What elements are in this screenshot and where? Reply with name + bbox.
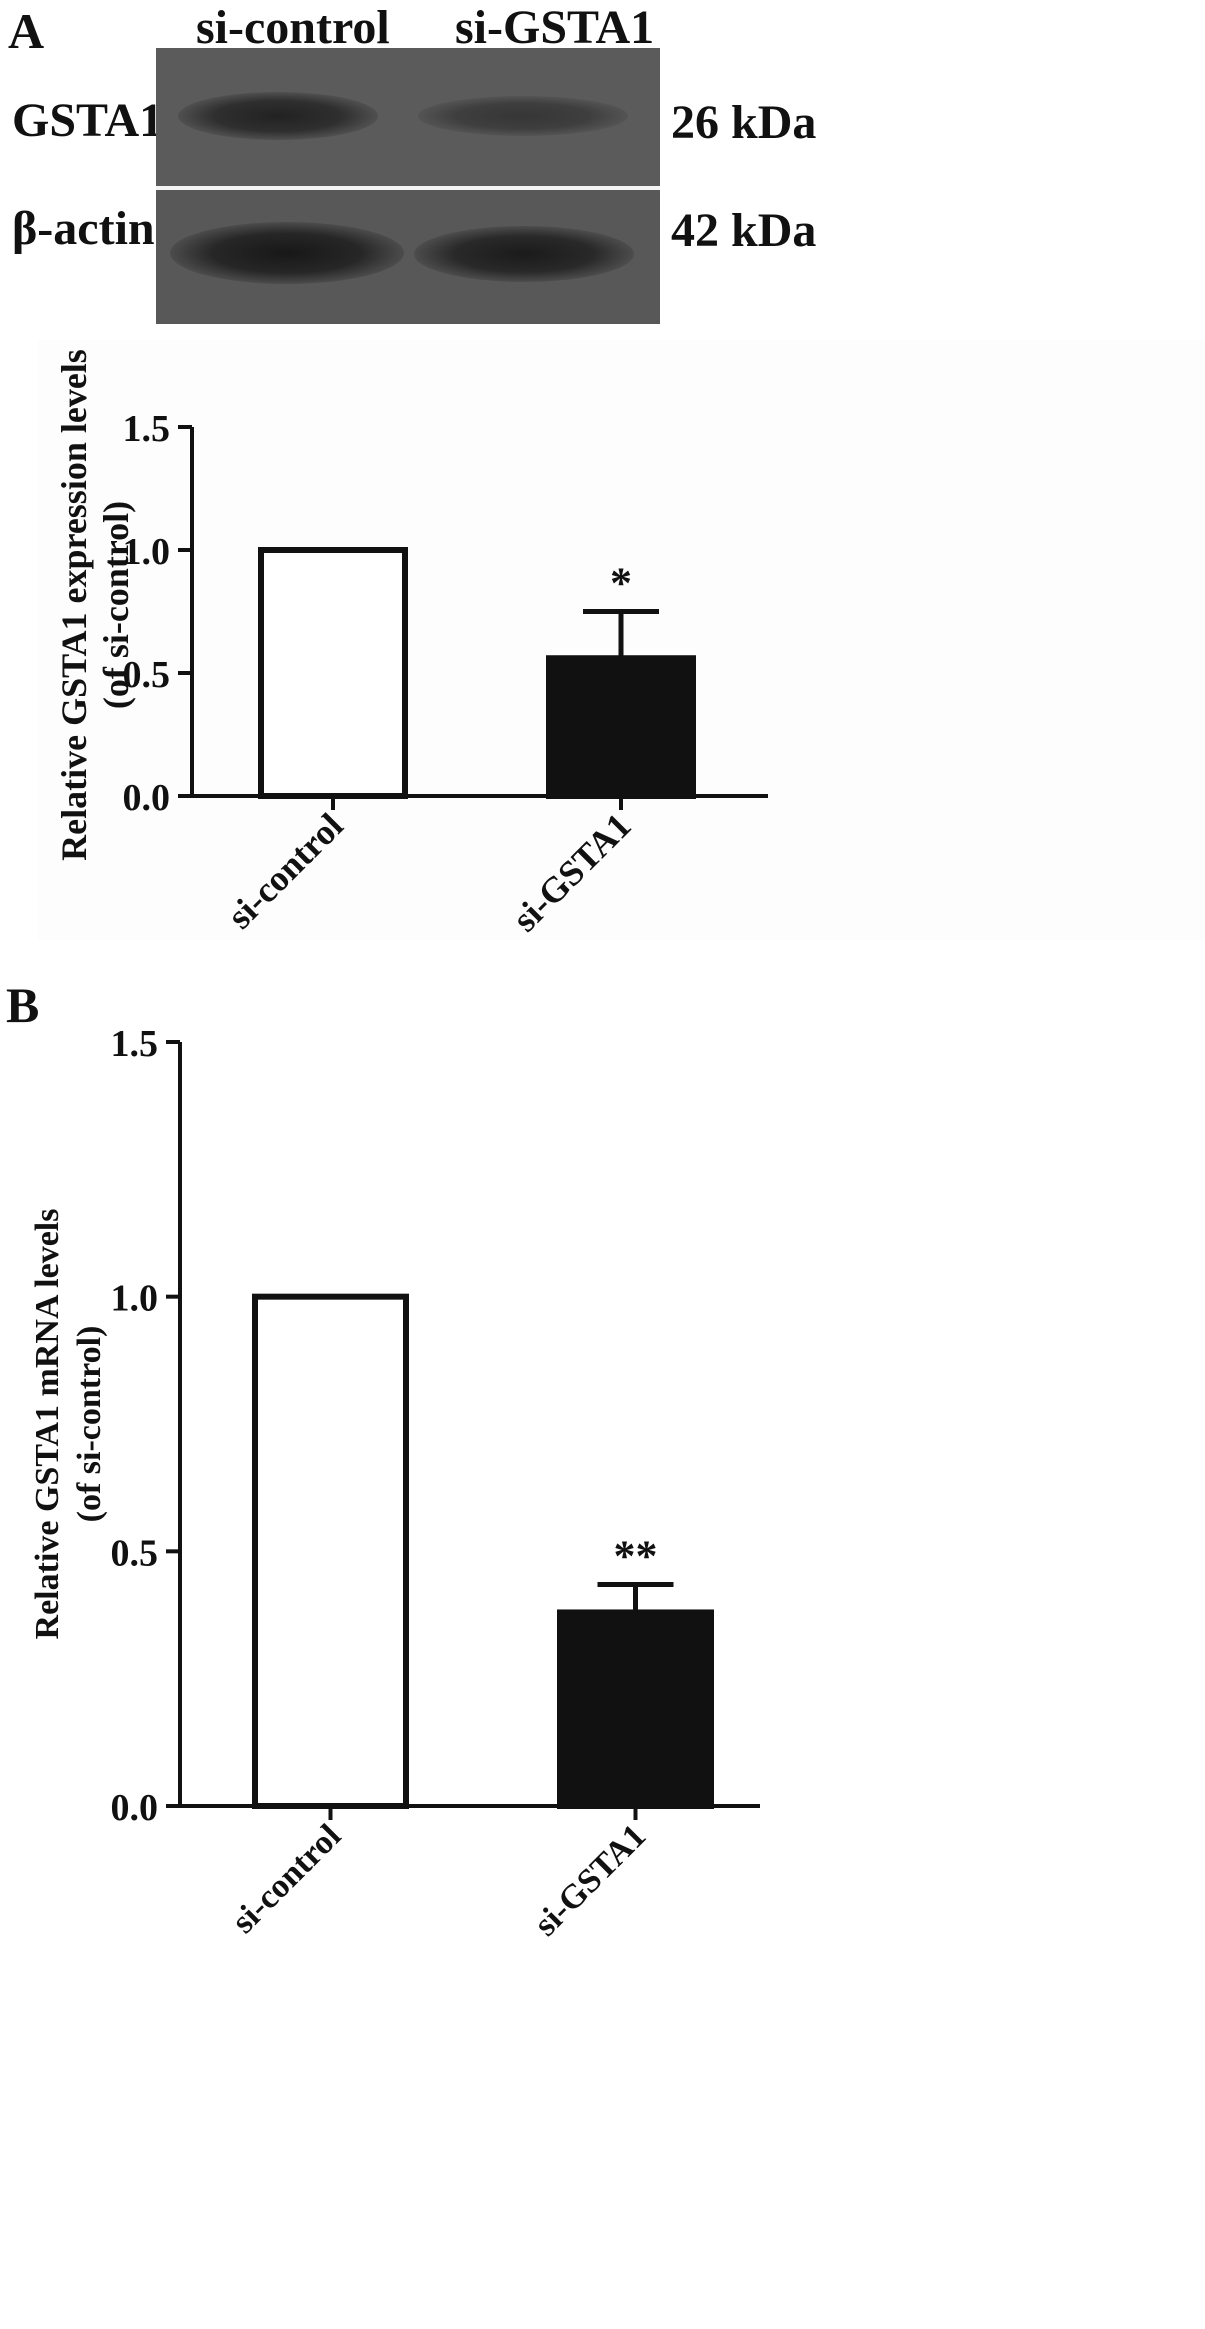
band-gsta1-si-control	[178, 92, 378, 140]
chart-a-ytick-label: 1.5	[123, 408, 171, 450]
chart-b-category-label: si-control	[225, 1817, 348, 1940]
chart-b: 0.0 0.5 1.0 1.5 si-control ** si-GSTA1 Relative…	[29, 1023, 760, 1943]
blot-lane-label-si-control: si-control	[196, 1, 390, 54]
blot-size-label-42kda: 42 kDa	[671, 204, 817, 257]
chart-a: 0.0 0.5 1.0 1.5 si-control * si-GSTA1 Relative …	[54, 349, 768, 939]
blot-row-label-gsta1: GSTA1	[12, 94, 164, 147]
blot-size-label-26kda: 26 kDa	[671, 96, 817, 149]
chart-a-category-label: si-GSTA1	[505, 805, 639, 939]
chart-a-bar-si-control	[258, 547, 408, 799]
blot-divider	[156, 186, 660, 190]
chart-a-ytick-label: 0.0	[123, 777, 171, 819]
chart-b-significance-marker: **	[614, 1531, 658, 1580]
chart-a-significance-marker: *	[610, 559, 632, 608]
chart-b-ytick-label: 0.5	[111, 1532, 159, 1574]
band-actin-si-control	[170, 222, 404, 284]
blot-image-gsta1	[156, 48, 660, 186]
chart-b-ytick-label: 1.5	[111, 1023, 159, 1065]
panel-a-letter: A	[8, 3, 45, 59]
chart-a-ylabel-line2: (of si-control)	[96, 501, 136, 709]
chart-b-bar-si-gsta1	[557, 1609, 714, 1809]
band-gsta1-si-gsta1	[418, 96, 628, 136]
chart-b-category-label: si-GSTA1	[527, 1817, 653, 1943]
chart-a-category-label: si-control	[220, 805, 351, 936]
chart-a-ytick-label: 1.0	[123, 531, 171, 573]
chart-b-ylabel-line1: Relative GSTA1 mRNA levels	[29, 1209, 66, 1640]
chart-b-ylabel-line2: (of si-control)	[71, 1326, 108, 1523]
chart-a-bar-si-gsta1	[546, 655, 696, 799]
chart-b-ytick-label: 1.0	[111, 1278, 159, 1320]
band-actin-si-gsta1	[414, 226, 634, 282]
blot-image-beta-actin	[156, 190, 660, 324]
chart-a-ylabel-line1: Relative GSTA1 expression levels	[54, 349, 94, 861]
blot-row-label-beta-actin: β-actin	[12, 202, 155, 255]
chart-b-ytick-label: 0.0	[111, 1787, 159, 1829]
panel-b-letter: B	[6, 977, 40, 1033]
chart-b-bar-si-control	[252, 1293, 409, 1809]
blot-lane-label-si-gsta1: si-GSTA1	[455, 1, 655, 54]
chart-a-ytick-label: 0.5	[123, 654, 171, 696]
